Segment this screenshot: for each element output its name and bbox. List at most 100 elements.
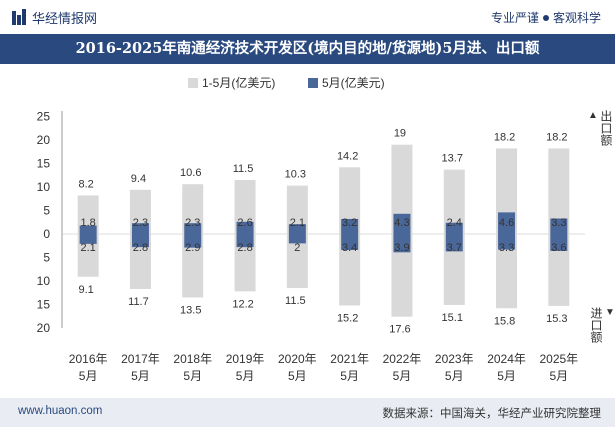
y-tick-label: 10 bbox=[37, 180, 51, 194]
import-cumulative-bar bbox=[129, 234, 151, 289]
import-cumulative-label: 15.3 bbox=[546, 313, 567, 325]
x-tick-label-year: 2018年 bbox=[173, 352, 212, 366]
export-cumulative-bar bbox=[234, 179, 256, 234]
export-cumulative-label: 11.5 bbox=[233, 163, 254, 175]
legend-swatch-cumulative bbox=[188, 78, 198, 88]
import-cumulative-bar bbox=[182, 234, 204, 298]
y-tick-label: 15 bbox=[37, 298, 51, 312]
legend-label-month: 5月(亿美元) bbox=[322, 75, 385, 90]
export-month-bar bbox=[184, 223, 202, 234]
import-month-label: 3.9 bbox=[394, 242, 409, 254]
export-cumulative-label: 18.2 bbox=[546, 131, 567, 143]
x-tick-label-year: 2021年 bbox=[330, 352, 369, 366]
x-tick-label-month: 5月 bbox=[236, 369, 255, 383]
import-cumulative-label: 15.8 bbox=[494, 315, 515, 327]
import-cumulative-label: 9.1 bbox=[79, 284, 94, 296]
export-month-bar bbox=[445, 222, 463, 234]
x-tick-label-year: 2020年 bbox=[278, 352, 317, 366]
export-month-bar bbox=[131, 223, 149, 234]
import-cumulative-label: 13.5 bbox=[180, 304, 201, 316]
export-month-label: 2.1 bbox=[290, 217, 305, 229]
import-cumulative-bar bbox=[443, 234, 465, 305]
export-cumulative-label: 10.6 bbox=[180, 167, 201, 179]
export-cumulative-bar bbox=[77, 195, 99, 234]
export-cumulative-bar bbox=[182, 184, 204, 234]
slogan: 专业严谨 客观科学 bbox=[491, 9, 601, 26]
export-month-bar bbox=[498, 212, 516, 234]
chart-area: 1-5月(亿美元) 5月(亿美元) 25 20 15 10 5 0 5 10 15 20 8.2 9.1 1… bbox=[37, 75, 585, 383]
export-cumulative-label: 8.2 bbox=[79, 178, 94, 190]
x-tick-label-month: 5月 bbox=[393, 369, 412, 383]
x-tick-label-year: 2023年 bbox=[435, 352, 474, 366]
chart-title: 2016-2025年南通经济技术开发区(境内目的地/货源地)5月进、出口额 bbox=[75, 40, 540, 57]
export-month-label: 4.3 bbox=[394, 217, 409, 229]
x-tick-label-year: 2022年 bbox=[383, 352, 422, 366]
export-label-text: 出口额 bbox=[598, 110, 613, 146]
export-cumulative-label: 9.4 bbox=[131, 173, 146, 185]
export-month-label: 2.4 bbox=[447, 217, 462, 229]
import-month-bar bbox=[236, 234, 254, 248]
export-cumulative-bar bbox=[339, 167, 361, 234]
x-tick-label-month: 5月 bbox=[550, 369, 569, 383]
import-month-label: 3.4 bbox=[342, 242, 357, 254]
import-cumulative-label: 11.5 bbox=[285, 295, 306, 307]
x-tick-label-month: 5月 bbox=[340, 369, 359, 383]
y-tick-label: 15 bbox=[37, 157, 51, 171]
down-arrow-icon: ▼ bbox=[605, 307, 615, 318]
x-tick-label-month: 5月 bbox=[79, 369, 98, 383]
export-cumulative-bar bbox=[443, 169, 465, 234]
import-month-bar bbox=[550, 234, 568, 251]
bar-chart-logo-icon bbox=[12, 9, 26, 25]
legend-label-cumulative: 1-5月(亿美元) bbox=[202, 75, 275, 90]
data-source: 数据来源：中国海关，华经产业研究院整理 bbox=[382, 408, 602, 420]
import-cumulative-bar bbox=[496, 234, 518, 309]
y-tick-label: 5 bbox=[43, 251, 50, 265]
import-cumulative-bar bbox=[286, 234, 308, 289]
import-month-bar bbox=[341, 234, 359, 250]
export-month-label: 2.3 bbox=[185, 217, 200, 229]
import-cumulative-label: 17.6 bbox=[389, 324, 410, 336]
import-label-text: 进口额 bbox=[589, 307, 603, 343]
export-month-bar bbox=[393, 213, 411, 234]
legend-swatch-month bbox=[308, 78, 318, 88]
export-cumulative-label: 18.2 bbox=[494, 131, 515, 143]
export-cumulative-bar bbox=[548, 148, 570, 234]
x-tick-label-month: 5月 bbox=[497, 369, 516, 383]
export-month-label: 3.3 bbox=[551, 217, 566, 229]
export-axis-label: 出口额 ▲ bbox=[588, 110, 615, 146]
import-cumulative-label: 12.2 bbox=[232, 298, 253, 310]
export-month-bar bbox=[341, 218, 359, 234]
export-cumulative-label: 14.2 bbox=[337, 150, 358, 162]
x-tick-label-month: 5月 bbox=[131, 369, 150, 383]
y-tick-label: 20 bbox=[37, 133, 51, 147]
site-url: www.huaon.com bbox=[18, 405, 103, 417]
import-cumulative-bar bbox=[77, 234, 99, 277]
import-cumulative-label: 11.7 bbox=[128, 296, 149, 308]
x-tick-label-year: 2019年 bbox=[226, 352, 265, 366]
import-month-label: 2.1 bbox=[81, 242, 96, 254]
export-cumulative-bar bbox=[286, 185, 308, 234]
import-month-label: 2.9 bbox=[185, 242, 200, 254]
export-month-bar bbox=[79, 225, 97, 234]
import-month-bar bbox=[498, 234, 516, 250]
x-tick-label-month: 5月 bbox=[445, 369, 464, 383]
export-month-bar bbox=[236, 221, 254, 234]
export-month-bar bbox=[550, 218, 568, 234]
import-cumulative-label: 15.2 bbox=[337, 312, 358, 324]
import-cumulative-bar bbox=[234, 234, 256, 292]
import-month-label: 3.7 bbox=[447, 242, 462, 254]
y-tick-label: 20 bbox=[37, 321, 51, 335]
import-month-label: 2.8 bbox=[237, 242, 252, 254]
export-cumulative-bar bbox=[391, 144, 413, 234]
import-cumulative-bar bbox=[548, 234, 570, 306]
import-month-bar bbox=[131, 234, 149, 248]
top-bar: 华经情报网 专业严谨 客观科学 bbox=[0, 0, 615, 34]
import-month-bar bbox=[288, 234, 306, 244]
export-cumulative-label: 19 bbox=[394, 128, 406, 140]
import-axis-label: ▼ 进口额 bbox=[588, 307, 615, 343]
import-month-bar bbox=[79, 234, 97, 244]
slogan-left: 专业严谨 bbox=[490, 11, 539, 25]
y-tick-label: 5 bbox=[43, 204, 50, 218]
import-cumulative-label: 15.1 bbox=[442, 312, 463, 324]
import-month-bar bbox=[184, 234, 202, 248]
